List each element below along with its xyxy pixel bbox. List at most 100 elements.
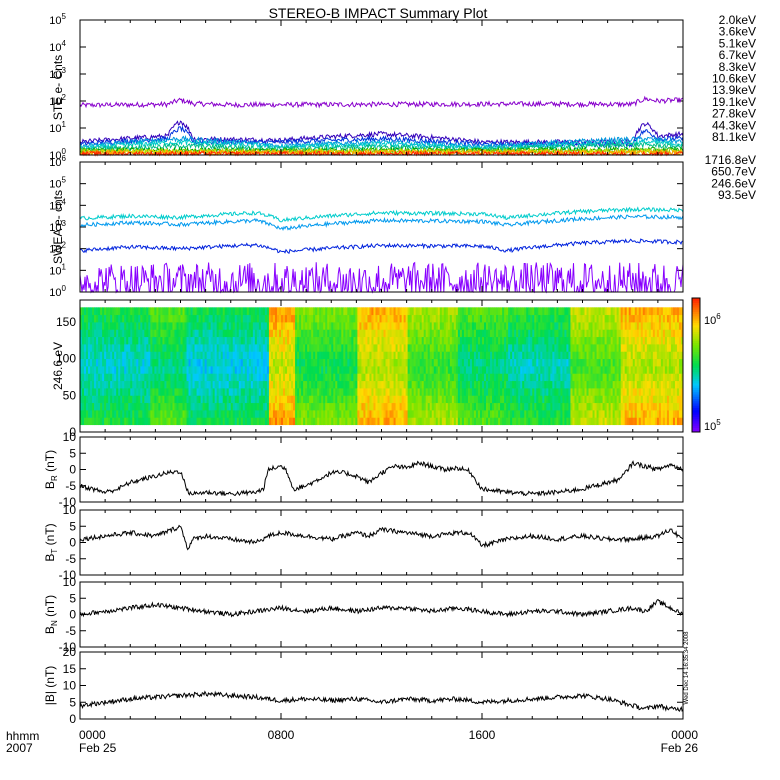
pad-cell [355,322,358,330]
pad-cell [554,322,557,330]
pad-cell [514,395,517,404]
pad-cell [614,380,618,389]
pad-cell [550,410,553,418]
pad-cell [562,351,565,360]
pad-cell [232,351,236,360]
pad-cell [461,402,465,411]
pad-cell [301,358,304,367]
pad-cell [636,351,640,360]
pad-cell [596,358,599,367]
pad-cell [654,410,658,418]
pad-cell [128,322,131,330]
pad-cell [419,402,423,411]
y-tick-label: 103 [49,66,66,81]
pad-cell [544,388,547,396]
pad-cell [144,336,147,345]
pad-cell [453,366,457,374]
pad-cell [530,388,533,396]
pad-cell [395,417,398,426]
pad-cell [469,373,473,382]
pad-cell [285,366,288,374]
pad-cell [208,410,212,418]
pad-cell [506,344,509,352]
pad-cell [421,314,425,323]
pad-cell [636,307,640,316]
pad-cell [281,358,284,367]
pad-cell [463,417,467,426]
pad-cell [433,417,437,426]
pad-cell [475,351,479,360]
pad-cell [108,366,111,374]
pad-cell [238,358,242,367]
pad-cell [554,373,557,382]
pad-cell [449,402,453,411]
pad-cell [142,322,145,330]
pad-cell [433,395,437,404]
pad-cell [351,322,354,330]
pad-cell [596,395,599,404]
pad-cell [518,358,521,367]
pad-cell [455,366,459,374]
pad-cell [604,417,608,426]
pad-cell [258,307,262,316]
pad-cell [594,366,597,374]
pad-cell [373,402,376,411]
pad-cell [564,380,567,389]
pad-cell [441,307,445,316]
pad-cell [266,380,270,389]
pad-cell [345,373,348,382]
pad-cell [566,322,569,330]
pad-cell [626,329,630,338]
pad-cell [254,402,258,411]
pad-cell [262,358,266,367]
pad-cell [110,395,113,404]
pad-cell [419,336,423,345]
pad-cell [608,336,612,345]
pad-cell [270,402,274,411]
pad-cell [628,395,632,404]
pad-cell [258,373,262,382]
pad-cell [634,358,638,367]
pad-cell [283,336,286,345]
pad-cell [479,358,483,367]
pad-cell [236,410,240,418]
pad-cell [204,336,208,345]
pad-cell [648,336,652,345]
pad-cell [634,307,638,316]
pad-cell [124,307,127,316]
pad-cell [114,373,117,382]
pad-cell [498,307,501,316]
pad-cell [244,373,248,382]
pad-cell [628,402,632,411]
pad-cell [678,329,682,338]
pad-cell [614,410,618,418]
pad-cell [134,336,137,345]
pad-cell [439,388,443,396]
series-line-5.1keV [79,125,684,149]
pad-cell [291,366,294,374]
pad-cell [528,351,531,360]
pad-cell [381,388,384,396]
pad-cell [596,351,599,360]
pad-cell [206,373,210,382]
pad-cell [309,351,312,360]
pad-cell [600,410,603,418]
pad-cell [417,314,421,323]
pad-cell [654,314,658,323]
pad-cell [262,322,266,330]
pad-cell [658,351,662,360]
pad-cell [198,322,201,330]
pad-cell [417,402,421,411]
pad-cell [405,410,409,418]
pad-cell [644,366,648,374]
pad-cell [124,410,127,418]
pad-cell [130,366,133,374]
pad-cell [395,307,398,316]
pad-cell [188,395,191,404]
pad-cell [604,351,608,360]
pad-cell [399,380,402,389]
pad-cell [106,307,109,316]
pad-cell [363,417,366,426]
pad-cell [301,410,304,418]
pad-cell [166,380,169,389]
